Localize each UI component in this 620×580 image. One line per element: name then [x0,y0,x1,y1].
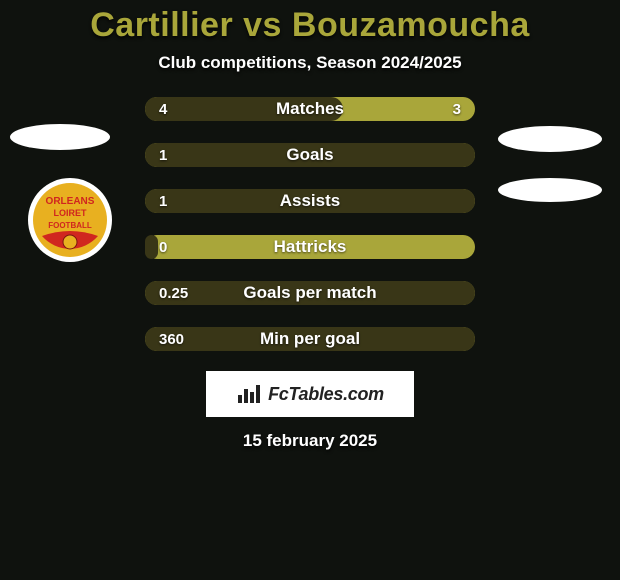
stat-row: 0.25Goals per match [145,281,475,305]
player-slot-right [498,126,602,152]
stat-label: Goals per match [215,283,405,303]
stat-row: 0Hattricks [145,235,475,259]
stat-left-value: 1 [145,193,215,210]
stat-row: 360Min per goal [145,327,475,351]
svg-text:ORLEANS: ORLEANS [46,196,95,207]
page-title: Cartillier vs Bouzamoucha [90,6,530,45]
stat-row: 1Goals [145,143,475,167]
brand-badge: FcTables.com [206,371,414,417]
date-text: 15 february 2025 [243,431,377,451]
brand-text: FcTables.com [268,384,384,405]
stat-left-value: 4 [145,101,215,118]
stat-left-value: 360 [145,331,215,348]
stat-left-value: 1 [145,147,215,164]
stat-label: Hattricks [215,237,405,257]
crest-graphic: ORLEANS LOIRET FOOTBALL [28,178,112,262]
stat-left-value: 0 [145,239,215,256]
club-crest: ORLEANS LOIRET FOOTBALL [28,178,112,262]
stat-label: Matches [215,99,405,119]
svg-text:LOIRET: LOIRET [54,208,88,218]
comparison-card: Cartillier vs Bouzamoucha Club competiti… [0,0,620,580]
svg-text:FOOTBALL: FOOTBALL [48,221,92,230]
stat-right-value: 3 [405,101,475,118]
stat-row: 4Matches3 [145,97,475,121]
player-slot-right-2 [498,178,602,202]
stat-label: Assists [215,191,405,211]
stat-row: 1Assists [145,189,475,213]
subtitle: Club competitions, Season 2024/2025 [158,53,461,73]
player-slot-left [10,124,110,150]
bars-icon [236,383,262,405]
stat-label: Goals [215,145,405,165]
stat-bars: 4Matches31Goals1Assists0Hattricks0.25Goa… [145,97,475,351]
stat-left-value: 0.25 [145,285,215,302]
stat-label: Min per goal [215,329,405,349]
